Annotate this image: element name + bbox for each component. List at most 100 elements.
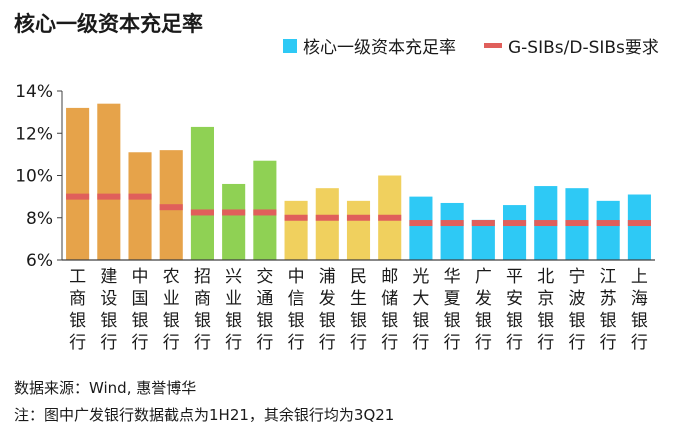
bar bbox=[471, 219, 495, 260]
x-tick-label: 银 bbox=[194, 311, 211, 331]
legend-requirement-swatch bbox=[484, 43, 502, 48]
x-tick-label: 行 bbox=[412, 333, 429, 353]
x-tick-label: 兴 bbox=[225, 267, 242, 287]
requirement-marker bbox=[409, 220, 433, 227]
x-tick-label: 银 bbox=[256, 311, 273, 331]
requirement-marker bbox=[284, 214, 308, 221]
bar bbox=[97, 103, 121, 260]
bar bbox=[128, 152, 152, 260]
x-tick-label: 国 bbox=[132, 289, 149, 309]
legend-item-bar: 核心一级资本充足率 bbox=[283, 33, 456, 58]
x-tick-label: 农 bbox=[163, 267, 180, 287]
bar bbox=[627, 194, 651, 260]
x-tick-label: 行 bbox=[506, 333, 523, 353]
x-tick-label: 波 bbox=[568, 289, 585, 309]
bar bbox=[440, 202, 464, 260]
x-tick-label: 业 bbox=[163, 289, 180, 309]
x-tick-label: 行 bbox=[381, 333, 398, 353]
x-tick-label: 建 bbox=[100, 267, 117, 287]
requirement-marker bbox=[627, 220, 651, 227]
legend: 核心一级资本充足率 G-SIBs/D-SIBs要求 bbox=[0, 33, 691, 58]
bar bbox=[503, 205, 527, 260]
x-tick-label: 商 bbox=[194, 289, 211, 309]
requirement-marker bbox=[315, 214, 339, 221]
x-tick-label: 行 bbox=[475, 333, 492, 353]
legend-item-requirement: G-SIBs/D-SIBs要求 bbox=[484, 33, 659, 58]
x-tick-label: 行 bbox=[225, 333, 242, 353]
y-tick-label: 12% bbox=[15, 124, 53, 144]
x-tick-label: 工 bbox=[69, 267, 86, 287]
legend-bar-swatch bbox=[283, 38, 297, 53]
requirement-marker bbox=[97, 193, 121, 200]
requirement-marker bbox=[596, 220, 620, 227]
x-tick-label: 夏 bbox=[444, 289, 461, 309]
requirement-marker bbox=[190, 209, 214, 216]
x-tick-label: 银 bbox=[163, 311, 180, 331]
x-tick-label: 行 bbox=[319, 333, 336, 353]
requirement-marker bbox=[159, 204, 183, 211]
x-tick-label: 苏 bbox=[600, 289, 617, 309]
x-tick-label: 生 bbox=[350, 289, 367, 309]
x-tick-label: 上 bbox=[631, 267, 648, 287]
x-tick-label: 行 bbox=[631, 333, 648, 353]
x-tick-label: 银 bbox=[537, 311, 554, 331]
x-tick-label: 行 bbox=[444, 333, 461, 353]
x-tick-label: 商 bbox=[69, 289, 86, 309]
x-tick-label: 银 bbox=[631, 311, 648, 331]
y-tick-label: 10% bbox=[15, 167, 53, 187]
requirement-marker bbox=[534, 220, 558, 227]
x-tick-label: 广 bbox=[475, 267, 492, 287]
requirement-marker bbox=[440, 220, 464, 227]
y-tick-label: 8% bbox=[26, 209, 53, 229]
bar bbox=[66, 107, 90, 261]
bar bbox=[222, 183, 246, 260]
x-tick-label: 行 bbox=[100, 333, 117, 353]
x-tick-label: 发 bbox=[319, 289, 336, 309]
y-tick-label: 14% bbox=[15, 82, 53, 102]
x-tick-label: 行 bbox=[600, 333, 617, 353]
x-tick-label: 发 bbox=[475, 289, 492, 309]
x-tick-label: 江 bbox=[600, 267, 617, 287]
x-tick-label: 储 bbox=[381, 289, 398, 309]
bar bbox=[346, 200, 371, 260]
x-tick-label: 银 bbox=[225, 311, 242, 331]
requirement-marker bbox=[222, 209, 246, 216]
requirement-marker bbox=[378, 214, 402, 221]
x-tick-label: 光 bbox=[412, 267, 429, 287]
x-tick-label: 行 bbox=[568, 333, 585, 353]
x-tick-label: 宁 bbox=[568, 267, 585, 287]
x-tick-label: 行 bbox=[69, 333, 86, 353]
x-tick-label: 民 bbox=[350, 267, 367, 287]
x-tick-label: 银 bbox=[506, 311, 523, 331]
x-tick-label: 银 bbox=[350, 311, 367, 331]
x-tick-label: 银 bbox=[132, 311, 149, 331]
x-tick-label: 京 bbox=[537, 289, 554, 309]
x-tick-label: 银 bbox=[475, 311, 492, 331]
x-tick-label: 安 bbox=[506, 289, 523, 309]
legend-bar-label: 核心一级资本充足率 bbox=[303, 38, 456, 58]
x-tick-label: 中 bbox=[288, 267, 305, 287]
chart-title: 核心一级资本充足率 bbox=[14, 12, 203, 36]
x-tick-label: 行 bbox=[350, 333, 367, 353]
requirement-marker bbox=[471, 220, 495, 227]
x-tick-label: 招 bbox=[194, 267, 211, 287]
requirement-marker bbox=[253, 209, 277, 216]
legend-requirement-label: G-SIBs/D-SIBs要求 bbox=[508, 38, 659, 58]
requirement-marker bbox=[565, 220, 589, 227]
x-tick-label: 大 bbox=[412, 289, 429, 309]
x-tick-label: 银 bbox=[600, 311, 617, 331]
x-tick-label: 浦 bbox=[319, 267, 336, 287]
x-tick-label: 信 bbox=[288, 289, 305, 309]
source-note: 数据来源：Wind, 惠誉博华 bbox=[14, 379, 197, 397]
requirement-marker bbox=[503, 220, 527, 227]
x-tick-label: 通 bbox=[256, 289, 273, 309]
x-tick-label: 银 bbox=[412, 311, 429, 331]
x-tick-label: 华 bbox=[444, 267, 461, 287]
x-tick-label: 行 bbox=[194, 333, 211, 353]
x-tick-label: 银 bbox=[568, 311, 585, 331]
x-tick-label: 交 bbox=[256, 267, 273, 287]
x-tick-label: 行 bbox=[163, 333, 180, 353]
requirement-marker bbox=[66, 193, 90, 200]
x-tick-label: 平 bbox=[506, 267, 523, 287]
